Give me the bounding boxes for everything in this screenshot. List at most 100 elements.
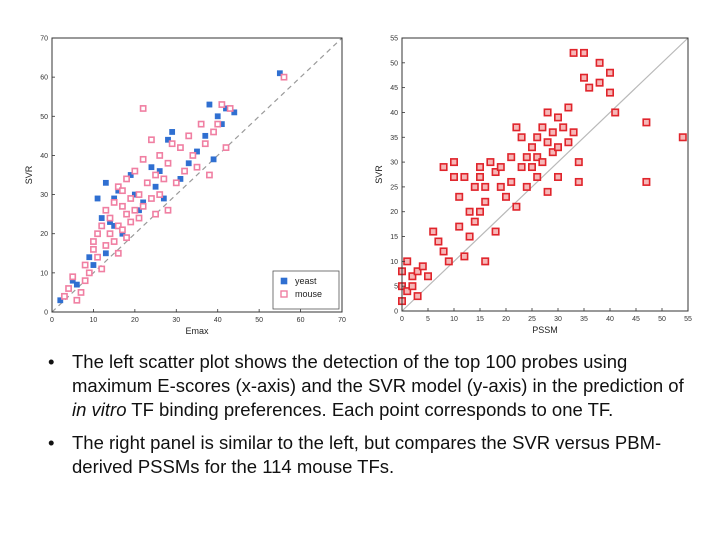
point-mouse-marker [131,206,139,214]
point-series-marker [465,232,474,241]
point-mouse-marker [135,214,143,222]
point-series-marker [611,108,620,117]
point-series-marker [574,177,583,186]
point-mouse-marker [106,230,114,238]
x-axis-label: Emax [185,326,209,336]
point-series-marker [528,163,537,172]
bullet-text: The right panel is similar to the left, … [72,432,662,478]
point-series-marker [502,192,511,201]
y-tick-label: 15 [390,234,398,241]
point-yeast-marker [194,148,200,155]
scatter-svg: 0 5 10 15 20 25 30 35 40 45 50 55 0 5 10 15 20 25 30 35 40 45… [374,36,692,336]
point-series-marker [517,163,526,172]
y-tick-label: 5 [394,284,398,291]
bullet-list: • The left scatter plot shows the detect… [48,350,688,488]
point-mouse-marker [114,249,122,257]
point-series-marker [642,177,651,186]
legend: yeast mouse [272,270,340,310]
y-tick-label: 0 [394,309,398,316]
x-tick-label: 30 [172,317,180,324]
point-series-marker [413,292,422,301]
point-series-marker [481,257,490,266]
point-yeast-marker [169,129,176,135]
point-series-marker [517,133,526,142]
point-series-marker [564,138,573,147]
y-tick-label: 30 [40,192,48,199]
chart-right-pssm-vs-svr: 0 5 10 15 20 25 30 35 40 45 50 55 0 5 10 15 20 25 30 35 40 45… [362,30,698,340]
x-tick-label: 5 [426,316,430,323]
plot-frame [51,37,343,313]
point-mouse-marker [148,195,155,202]
point-mouse-marker [127,218,135,226]
point-mouse-marker [77,289,85,296]
point-mouse-marker [123,175,130,183]
point-series-marker [507,177,516,186]
point-series-marker [465,207,474,216]
point-series-marker [450,172,459,181]
point-mouse-marker [197,120,205,128]
x-tick-label: 55 [684,316,692,323]
x-tick-label: 10 [90,317,98,324]
point-mouse-marker [94,230,101,238]
point-yeast-marker [127,172,134,178]
point-mouse-marker [164,206,172,214]
y-tick-label: 70 [40,36,48,43]
x-tick-label: 20 [131,317,139,324]
point-series-marker [585,83,594,92]
legend-label-mouse: mouse [295,289,322,299]
point-mouse-marker [218,101,226,108]
point-mouse-marker [214,120,222,128]
point-series-marker [543,108,552,117]
y-tick-label: 60 [40,75,48,82]
point-mouse-marker [156,152,164,159]
point-series-marker [543,187,552,196]
point-mouse-marker [177,144,184,151]
point-mouse-marker [69,273,77,281]
bullet-text-italic: in vitro [72,399,127,421]
point-series-marker [538,158,547,167]
point-mouse-marker [226,105,234,112]
point-mouse-marker [65,285,72,292]
point-mouse-marker [164,159,172,167]
point-mouse-marker [94,253,101,261]
y-axis-label: SVR [374,165,384,184]
y-tick-label: 50 [40,114,48,121]
point-series-marker [434,237,443,246]
point-series-marker [491,168,500,177]
point-series-marker [455,222,464,231]
point-yeast-marker [102,179,109,186]
point-series-marker [429,227,438,236]
point-series-marker [481,197,490,206]
point-mouse-marker [110,199,118,206]
point-series-marker [476,163,485,172]
point-mouse-marker [280,73,288,81]
x-tick-label: 35 [580,316,588,323]
x-tick-label: 0 [50,317,54,324]
point-series-marker [486,158,495,167]
point-mouse-marker [206,171,213,179]
bullet-item-left-plot: • The left scatter plot shows the detect… [48,350,688,422]
point-mouse-marker [222,144,230,151]
point-mouse-marker [131,167,139,175]
legend-label-yeast: yeast [295,276,317,286]
point-mouse-marker [102,206,110,214]
point-mouse-marker [98,222,106,230]
x-tick-label: 15 [476,316,484,323]
point-yeast-marker [94,195,101,202]
x-tick-label: 25 [528,316,536,323]
point-mouse-marker [193,163,201,171]
point-mouse-marker [73,296,81,304]
point-yeast-marker [148,164,155,171]
point-series-marker [496,182,505,191]
point-yeast-marker [276,70,283,77]
bullet-text-after: TF binding preferences. Each point corre… [126,399,614,421]
point-series-marker [470,182,479,191]
point-series-marker [470,217,479,226]
point-yeast-marker [156,168,163,174]
point-series-marker [538,123,547,132]
point-mouse-marker [143,179,151,187]
point-mouse-marker [139,105,147,112]
point-series-marker [460,252,469,261]
point-series-marker [460,172,469,181]
point-yeast-marker [57,297,64,304]
